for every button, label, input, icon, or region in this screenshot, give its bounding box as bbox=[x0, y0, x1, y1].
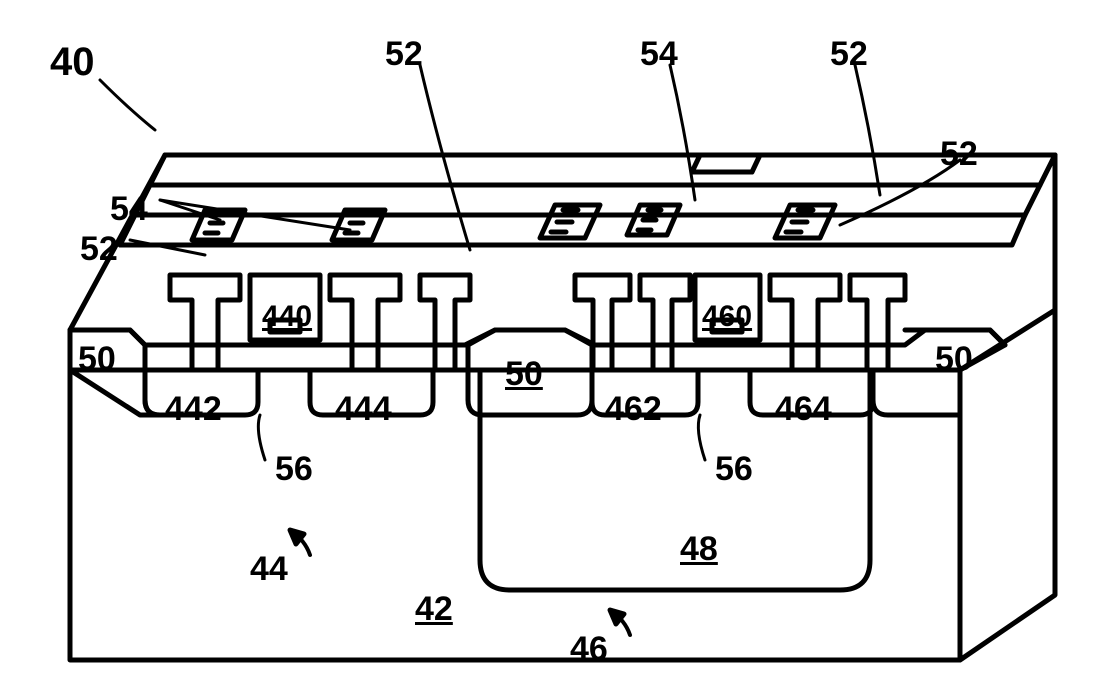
label-assembly: 40 bbox=[50, 40, 95, 85]
leader-9 bbox=[698, 415, 705, 460]
leader-3 bbox=[855, 65, 880, 195]
label-region_right: 46 bbox=[570, 630, 608, 669]
label-iso_right: 50 bbox=[935, 340, 973, 379]
label-spacer_b: 54 bbox=[640, 35, 678, 74]
cutaway-figure: 40 42 44 46 48 50 50 50 442 444 462 464 440 460 56 56 54… bbox=[0, 0, 1116, 690]
label-gate_d: 52 bbox=[940, 135, 978, 174]
label-gate_a: 52 bbox=[385, 35, 423, 74]
label-gate_ox_left: 440 bbox=[262, 300, 312, 334]
label-region_left: 44 bbox=[250, 550, 288, 589]
label-gate_c: 52 bbox=[80, 230, 118, 269]
label-substrate: 42 bbox=[415, 590, 453, 629]
leader-2 bbox=[670, 65, 695, 200]
label-iso_mid: 50 bbox=[505, 355, 543, 394]
label-src_left: 442 bbox=[165, 390, 222, 429]
leader-0 bbox=[100, 80, 155, 130]
label-drn_left: 444 bbox=[335, 390, 392, 429]
label-spacer_a: 54 bbox=[110, 190, 148, 229]
arrow-markers bbox=[290, 530, 630, 635]
label-channel_left: 56 bbox=[275, 450, 313, 489]
top-rails bbox=[120, 155, 1055, 245]
leader-8 bbox=[258, 415, 265, 460]
label-gate_ox_right: 460 bbox=[702, 300, 752, 334]
label-gate_b: 52 bbox=[830, 35, 868, 74]
label-iso_left: 50 bbox=[78, 340, 116, 379]
label-channel_right: 56 bbox=[715, 450, 753, 489]
label-src_right: 462 bbox=[605, 390, 662, 429]
label-drn_right: 464 bbox=[775, 390, 832, 429]
label-well_right: 48 bbox=[680, 530, 718, 569]
